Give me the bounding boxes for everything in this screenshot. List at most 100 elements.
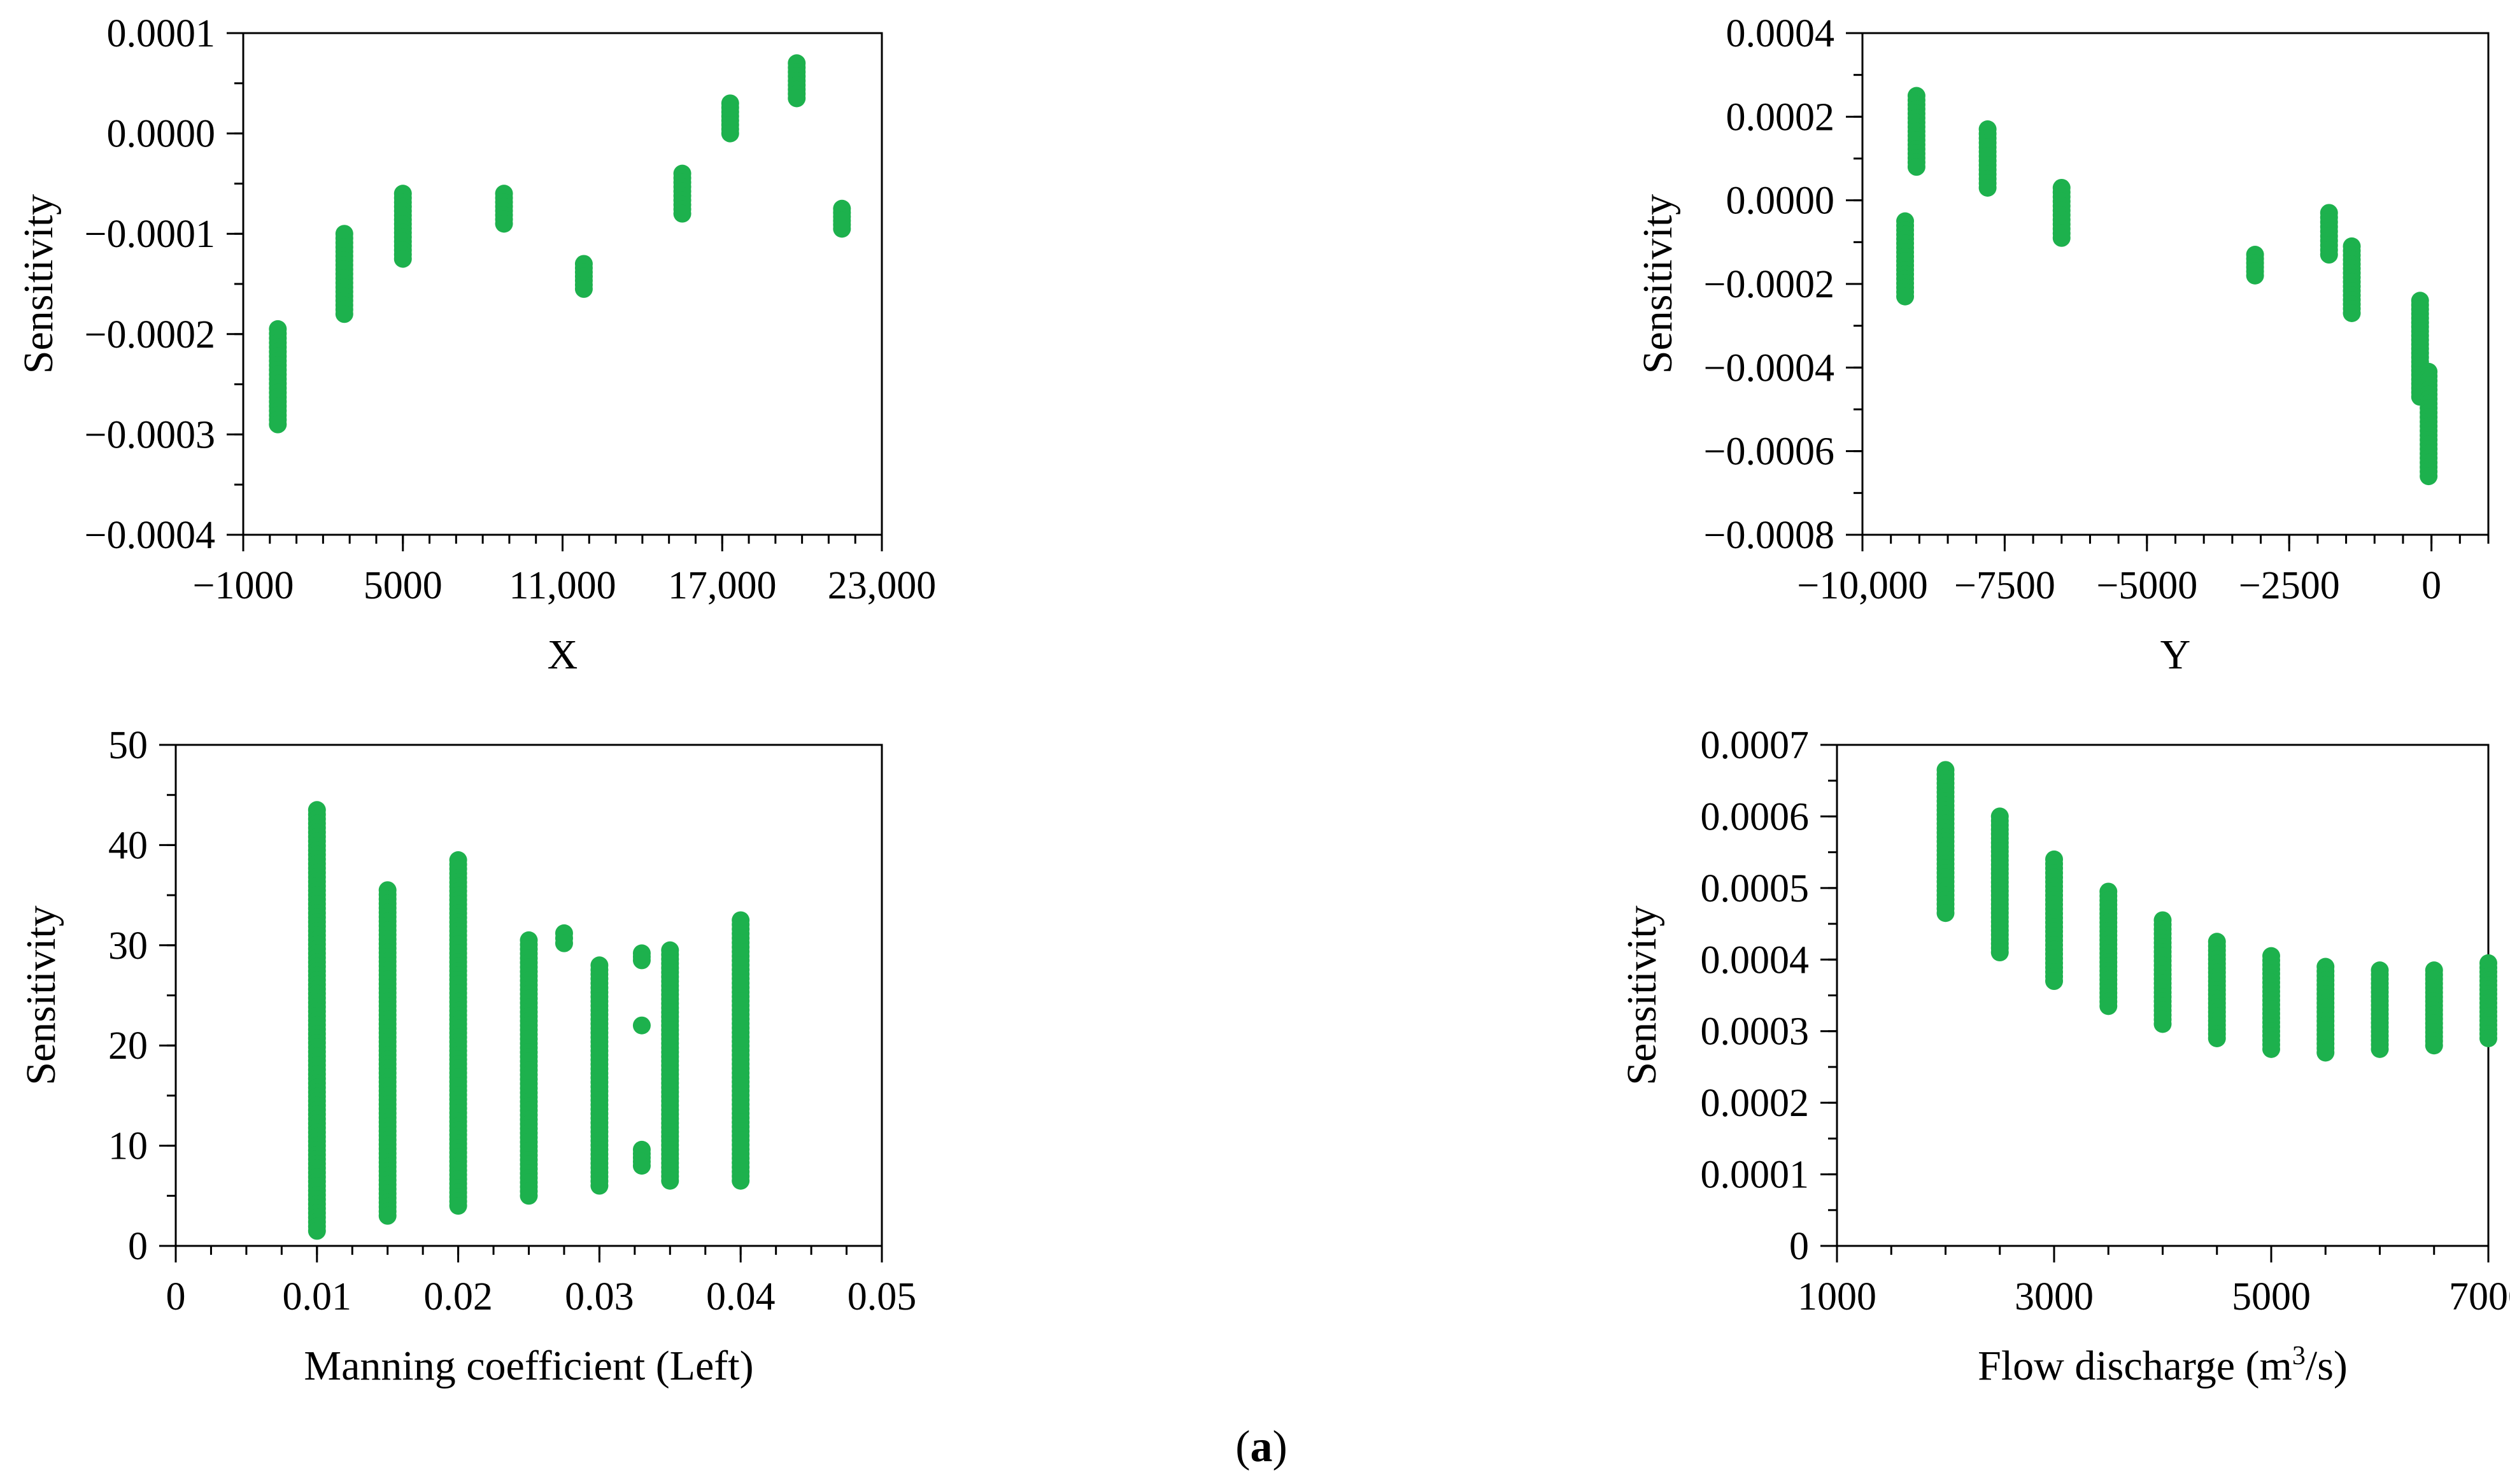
y-tick-label: 30	[108, 924, 148, 968]
x-tick-label: 5000	[2232, 1275, 2311, 1318]
y-axis-title: Sensitivity	[15, 194, 62, 374]
y-tick-label: 10	[108, 1125, 148, 1168]
x-tick-label: −10,000	[1797, 564, 1927, 607]
data-point	[632, 951, 651, 970]
chart-x: −1000 5000 11,000 17,000 23,000 −0.0004 −0.000…	[15, 12, 936, 678]
x-tick-label: 11,000	[509, 564, 616, 607]
y-tick-label: 0.0007	[1701, 724, 1810, 767]
chart-y: −10,000 −7500 −5000 −2500 0 −0.0008 −0.0006 −0.…	[1634, 12, 2490, 678]
data-point	[788, 89, 806, 108]
y-tick-label: 0.0003	[1701, 1010, 1810, 1054]
data-point	[1896, 287, 1915, 306]
x-tick-label: −7500	[1954, 564, 2055, 607]
data-point	[378, 1206, 397, 1225]
y-tick-label: 0.0001	[107, 12, 216, 55]
data-point	[2343, 304, 2361, 322]
caption-letter: a	[1251, 1422, 1273, 1471]
data-point	[269, 415, 287, 434]
y-tick-label: 0.0006	[1701, 795, 1810, 838]
x-tick-label: 3000	[2015, 1275, 2094, 1318]
series-points	[269, 54, 851, 434]
data-point	[2052, 229, 2071, 247]
y-tick-label: 0.0000	[1726, 180, 1835, 223]
series-points	[1896, 87, 2438, 486]
caption-close: )	[1273, 1422, 1287, 1471]
y-tick-label: −0.0004	[1704, 346, 1834, 390]
x-tick-label: 5000	[364, 564, 443, 607]
data-point	[1978, 178, 1997, 197]
data-point	[2320, 246, 2338, 264]
data-point	[555, 934, 573, 952]
data-point	[2371, 1040, 2389, 1058]
y-tick-label: −0.0001	[85, 213, 215, 256]
data-point	[574, 279, 593, 298]
data-point	[308, 1222, 326, 1240]
plots: −1000 5000 11,000 17,000 23,000−0.0004−0.000…	[15, 12, 2510, 1389]
y-tick-label: 40	[108, 824, 148, 867]
data-point	[2153, 1015, 2172, 1033]
data-point	[2045, 972, 2063, 991]
data-point	[590, 1177, 609, 1195]
data-point	[520, 1187, 538, 1205]
x-tick-label: 1000	[1797, 1275, 1876, 1318]
data-point	[833, 220, 851, 238]
figure-caption: (a)	[1235, 1422, 1287, 1471]
chart-manning: 0 0.01 0.02 0.03 0.04 0.05 0 10 20 30 40 50 Manning …	[18, 724, 916, 1389]
series-points	[308, 801, 750, 1240]
y-tick-label: 0.0002	[1701, 1082, 1810, 1125]
data-point	[495, 215, 513, 233]
data-point	[673, 204, 691, 223]
x-axis-title-superscript: 3	[2292, 1341, 2306, 1371]
data-point	[2262, 1040, 2280, 1058]
x-axis-title: Flow discharge (m3/s)	[1978, 1341, 2348, 1389]
data-point	[2479, 1029, 2497, 1047]
y-tick-label: 0.0005	[1701, 867, 1810, 910]
x-tick-label: −2500	[2239, 564, 2340, 607]
data-point	[1936, 904, 1955, 922]
x-axis-title: Y	[2160, 632, 2191, 678]
data-point	[335, 305, 353, 323]
y-tick-label: 0.0004	[1701, 938, 1810, 982]
x-tick-label: 0.05	[847, 1275, 917, 1318]
data-point	[449, 1197, 467, 1215]
y-tick-label: −0.0002	[1704, 263, 1834, 306]
x-tick-label: 0.01	[283, 1275, 352, 1318]
x-tick-label: 0.04	[706, 1275, 776, 1318]
series-points	[1936, 761, 2497, 1062]
data-point	[2246, 266, 2264, 285]
x-tick-label: 0	[2421, 564, 2441, 607]
y-tick-label: −0.0003	[85, 413, 215, 456]
data-point	[394, 250, 412, 268]
y-tick-label: 0	[1789, 1225, 1809, 1268]
y-tick-label: 20	[108, 1024, 148, 1068]
y-tick-label: −0.0008	[1704, 514, 1834, 557]
y-tick-label: 0.0000	[107, 113, 216, 156]
x-axis-title-prefix: Flow discharge (m	[1978, 1343, 2292, 1389]
data-point	[721, 124, 739, 143]
y-tick-label: 0	[128, 1225, 148, 1268]
y-tick-label: −0.0006	[1704, 430, 1834, 474]
y-tick-label: 0.0001	[1701, 1154, 1810, 1197]
data-point	[2099, 997, 2118, 1015]
data-point	[632, 1016, 651, 1035]
x-axis-title: Manning coefficient (Left)	[304, 1343, 753, 1389]
y-tick-label: 50	[108, 724, 148, 767]
data-point	[1907, 158, 1925, 176]
caption-open: (	[1235, 1422, 1250, 1471]
x-tick-label: 0.03	[565, 1275, 634, 1318]
x-tick-label: 17,000	[668, 564, 777, 607]
data-point	[632, 1157, 651, 1175]
x-tick-label: −1000	[193, 564, 294, 607]
y-axis-title: Sensitivity	[1619, 905, 1665, 1085]
x-axis-title-suffix: /s)	[2306, 1343, 2348, 1389]
data-point	[2208, 1029, 2226, 1047]
data-point	[2316, 1043, 2335, 1062]
y-tick-label: 0.0004	[1726, 12, 1835, 55]
x-tick-label: 0.02	[423, 1275, 493, 1318]
y-tick-label: −0.0004	[85, 514, 215, 557]
y-tick-label: 0.0002	[1726, 95, 1835, 139]
data-point	[1990, 943, 2009, 962]
